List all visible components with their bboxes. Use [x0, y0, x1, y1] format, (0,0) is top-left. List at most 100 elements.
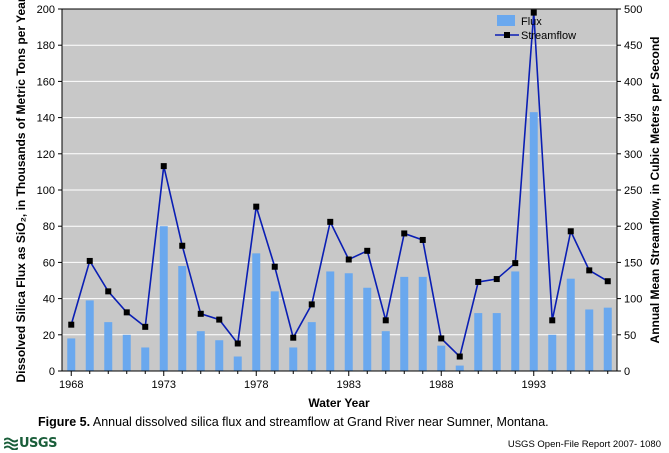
streamflow-point-1986 — [401, 230, 408, 237]
streamflow-point-1974 — [179, 242, 186, 249]
flux-bar-1974 — [178, 266, 187, 371]
y-right-tick-label: 250 — [624, 185, 642, 197]
streamflow-point-1988 — [438, 335, 445, 342]
y-left-tick-label: 200 — [37, 4, 55, 16]
streamflow-point-1984 — [364, 247, 371, 254]
streamflow-point-1971 — [123, 309, 130, 316]
streamflow-point-1982 — [327, 218, 334, 225]
streamflow-point-1975 — [197, 310, 204, 317]
streamflow-point-1980 — [290, 334, 297, 341]
y-left-tick-label: 180 — [37, 40, 55, 52]
y-right-tick-label: 500 — [624, 4, 642, 16]
y-left-tick-label: 100 — [37, 185, 55, 197]
y-right-tick-label: 400 — [624, 76, 642, 88]
streamflow-point-1983 — [345, 256, 352, 263]
figure-caption-text: Annual dissolved silica flux and streamf… — [90, 415, 549, 429]
streamflow-point-1990 — [475, 278, 482, 285]
flux-bar-1992 — [511, 271, 520, 371]
streamflow-point-1996 — [586, 267, 593, 274]
streamflow-point-1992 — [512, 260, 519, 267]
axes: 0 20 40 60 80 100 120 140 160 180 200 0 50 100 150 200 2… — [37, 4, 643, 391]
flux-bar-1975 — [196, 331, 205, 371]
legend-marker-streamflow — [504, 32, 510, 38]
streamflow-point-1972 — [142, 323, 149, 330]
flux-bar-1978 — [252, 253, 261, 371]
flux-bar-1976 — [215, 340, 224, 371]
flux-bar-1991 — [492, 313, 501, 371]
streamflow-point-1987 — [419, 236, 426, 243]
usgs-logo: USGS — [4, 435, 57, 451]
y-right-tick-label: 200 — [624, 221, 642, 233]
streamflow-point-1994 — [549, 317, 556, 324]
flux-bar-1969 — [85, 300, 94, 371]
streamflow-point-1995 — [567, 228, 574, 235]
y-left-tick-label: 0 — [49, 366, 55, 378]
flux-bar-1972 — [141, 347, 150, 371]
y-axis-title-left: Dissolved Silica Flux as SiO₂, in Thousa… — [14, 0, 28, 383]
streamflow-point-1997 — [604, 278, 611, 285]
flux-bar-1980 — [289, 347, 298, 371]
streamflow-point-1991 — [493, 276, 500, 283]
y-right-tick-label: 300 — [624, 149, 642, 161]
x-tick-label: 1993 — [522, 379, 546, 391]
y-left-tick-label: 40 — [43, 294, 55, 306]
y-right-tick-label: 450 — [624, 40, 642, 52]
flux-bar-1982 — [326, 271, 335, 371]
flux-bar-1971 — [122, 334, 131, 371]
flux-bars — [67, 112, 612, 372]
figure-label: Figure 5. — [38, 415, 91, 429]
legend-label-streamflow: Streamflow — [521, 30, 576, 42]
streamflow-point-1969 — [86, 257, 93, 264]
y-right-tick-label: 0 — [624, 366, 630, 378]
y-left-tick-label: 120 — [37, 149, 55, 161]
streamflow-point-1979 — [271, 263, 278, 270]
flux-bar-1973 — [159, 226, 168, 371]
flux-bar-1977 — [233, 356, 242, 371]
flux-bar-1984 — [363, 287, 372, 371]
flux-bar-1970 — [104, 322, 113, 371]
flux-bar-1983 — [344, 273, 353, 371]
streamflow-point-1968 — [68, 321, 75, 328]
flux-bar-1996 — [585, 309, 594, 371]
streamflow-point-1978 — [253, 203, 260, 210]
usgs-wave-icon — [4, 437, 18, 450]
flux-bar-1986 — [400, 276, 409, 371]
x-tick-label: 1968 — [59, 379, 83, 391]
y-left-tick-label: 140 — [37, 113, 55, 125]
legend-swatch-flux — [497, 15, 515, 26]
y-left-tick-label: 20 — [43, 330, 55, 342]
streamflow-line — [68, 9, 611, 360]
figure-caption: Figure 5. Annual dissolved silica flux a… — [38, 415, 549, 429]
streamflow-series-line — [70, 12, 609, 359]
streamflow-point-1993 — [530, 9, 537, 16]
x-tick-label: 1983 — [337, 379, 361, 391]
y-left-tick-label: 60 — [43, 257, 55, 269]
x-axis-title: Water Year — [308, 396, 370, 410]
flux-bar-1985 — [381, 331, 390, 371]
y-right-tick-label: 100 — [624, 294, 642, 306]
streamflow-point-1985 — [382, 317, 389, 324]
flux-bar-1987 — [418, 276, 427, 371]
chart: 0 20 40 60 80 100 120 140 160 180 200 0 50 100 150 200 2… — [14, 0, 662, 410]
flux-bar-1981 — [307, 322, 316, 371]
flux-bar-1997 — [603, 307, 612, 371]
usgs-logo-text: USGS — [19, 435, 57, 451]
y-axis-title-right: Annual Mean Streamflow, in Cubic Meters … — [648, 37, 662, 344]
streamflow-point-1970 — [105, 288, 112, 295]
flux-bar-1993 — [529, 112, 538, 372]
legend-label-flux: Flux — [521, 16, 542, 28]
report-number: USGS Open-File Report 2007- 1080 — [507, 439, 661, 450]
streamflow-point-1976 — [216, 316, 223, 323]
flux-bar-1995 — [566, 278, 575, 371]
flux-bar-1989 — [455, 365, 464, 371]
flux-bar-1988 — [437, 345, 446, 371]
flux-bar-1979 — [270, 291, 279, 371]
flux-bar-1994 — [548, 334, 557, 371]
streamflow-point-1989 — [456, 353, 463, 360]
y-right-tick-label: 50 — [624, 330, 636, 342]
x-tick-label: 1988 — [429, 379, 453, 391]
flux-bar-1990 — [474, 313, 483, 371]
x-tick-label: 1973 — [152, 379, 176, 391]
streamflow-point-1981 — [308, 301, 315, 308]
streamflow-point-1977 — [234, 340, 241, 347]
